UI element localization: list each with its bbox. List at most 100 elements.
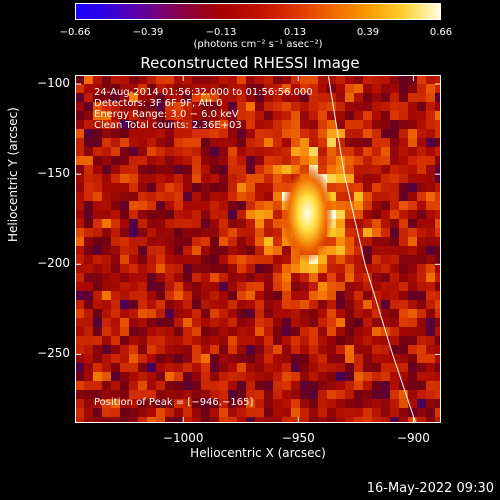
- heatmap-cell: [102, 318, 111, 327]
- heatmap-cell: [300, 264, 309, 273]
- heatmap-cell: [399, 219, 408, 228]
- heatmap-cell: [192, 75, 201, 84]
- heatmap-cell: [138, 363, 147, 372]
- heatmap-cell: [354, 408, 363, 417]
- heatmap-cell: [192, 147, 201, 156]
- heatmap-cell: [354, 129, 363, 138]
- heatmap-cell: [84, 336, 93, 345]
- heatmap-cell: [183, 201, 192, 210]
- heatmap-cell: [354, 183, 363, 192]
- heatmap-cell: [138, 318, 147, 327]
- y-axis-ticks: [75, 83, 441, 355]
- heatmap-cell: [192, 390, 201, 399]
- heatmap-cell: [120, 201, 129, 210]
- heatmap-cell: [147, 417, 156, 423]
- heatmap-cell: [183, 399, 192, 408]
- heatmap-cell: [417, 327, 426, 336]
- heatmap-cell: [309, 147, 318, 156]
- heatmap-cell: [147, 75, 156, 84]
- heatmap-cell: [435, 138, 441, 147]
- heatmap-cell: [363, 201, 372, 210]
- heatmap-cell: [129, 219, 138, 228]
- heatmap-cell: [372, 327, 381, 336]
- heatmap-cell: [201, 318, 210, 327]
- heatmap-cell: [336, 408, 345, 417]
- heatmap-cell: [426, 300, 435, 309]
- heatmap-cell: [228, 237, 237, 246]
- heatmap-cell: [246, 102, 255, 111]
- heatmap-cell: [372, 219, 381, 228]
- heatmap-cell: [399, 147, 408, 156]
- heatmap-cell: [354, 327, 363, 336]
- heatmap-cell: [363, 417, 372, 423]
- heatmap-cell: [426, 282, 435, 291]
- heatmap-cell: [237, 237, 246, 246]
- heatmap-cell: [372, 111, 381, 120]
- heatmap-cell: [147, 291, 156, 300]
- heatmap-cell: [147, 246, 156, 255]
- heatmap-cell: [237, 417, 246, 423]
- heatmap-cell: [102, 255, 111, 264]
- heatmap-cell: [282, 75, 291, 84]
- heatmap-cell: [390, 93, 399, 102]
- timestamp: 16-May-2022 09:30: [366, 481, 494, 496]
- heatmap-cell: [435, 84, 441, 93]
- heatmap-cell: [363, 345, 372, 354]
- heatmap-cell: [282, 354, 291, 363]
- heatmap-cell: [219, 390, 228, 399]
- heatmap-cell: [165, 174, 174, 183]
- heatmap-cell: [264, 255, 273, 264]
- heatmap-cell: [408, 165, 417, 174]
- heatmap-cell: [93, 309, 102, 318]
- heatmap-cell: [426, 228, 435, 237]
- heatmap-cell: [174, 183, 183, 192]
- heatmap-cell: [354, 201, 363, 210]
- heatmap-cell: [192, 408, 201, 417]
- heatmap-cell: [84, 300, 93, 309]
- heatmap-cell: [210, 129, 219, 138]
- heatmap-cell: [138, 255, 147, 264]
- heatmap-cell: [426, 219, 435, 228]
- heatmap-cell: [354, 147, 363, 156]
- heatmap-cell: [165, 84, 174, 93]
- heatmap-cell: [426, 399, 435, 408]
- heatmap-cell: [309, 291, 318, 300]
- heatmap-cell: [264, 309, 273, 318]
- heatmap-cell: [210, 228, 219, 237]
- heatmap-cell: [219, 246, 228, 255]
- heatmap-cell: [300, 75, 309, 84]
- heatmap-cell: [102, 228, 111, 237]
- heatmap-cell: [111, 246, 120, 255]
- heatmap-cell: [399, 183, 408, 192]
- heatmap-cell: [327, 327, 336, 336]
- heatmap-cell: [228, 264, 237, 273]
- heatmap-cell: [246, 75, 255, 84]
- heatmap-cell: [273, 228, 282, 237]
- heatmap-cell: [210, 264, 219, 273]
- heatmap-cell: [93, 129, 102, 138]
- heatmap-cell: [102, 372, 111, 381]
- heatmap-cell: [300, 417, 309, 423]
- heatmap-cell: [147, 390, 156, 399]
- heatmap-cell: [399, 345, 408, 354]
- heatmap-cell: [363, 255, 372, 264]
- heatmap-cell: [210, 93, 219, 102]
- heatmap-cell: [291, 327, 300, 336]
- heatmap-cell: [75, 354, 84, 363]
- heatmap-cell: [354, 309, 363, 318]
- heatmap-cell: [354, 399, 363, 408]
- heatmap-cell: [237, 111, 246, 120]
- heatmap-cell: [390, 228, 399, 237]
- heatmap-cell: [282, 111, 291, 120]
- heatmap-cell: [309, 138, 318, 147]
- heatmap-cell: [111, 93, 120, 102]
- heatmap-cell: [120, 273, 129, 282]
- heatmap-cell: [336, 282, 345, 291]
- heatmap-cell: [219, 75, 228, 84]
- heatmap-cell: [120, 390, 129, 399]
- heatmap-cell: [102, 417, 111, 423]
- heatmap-cell: [390, 174, 399, 183]
- heatmap-cell: [192, 300, 201, 309]
- heatmap-cell: [165, 201, 174, 210]
- heatmap-cell: [381, 84, 390, 93]
